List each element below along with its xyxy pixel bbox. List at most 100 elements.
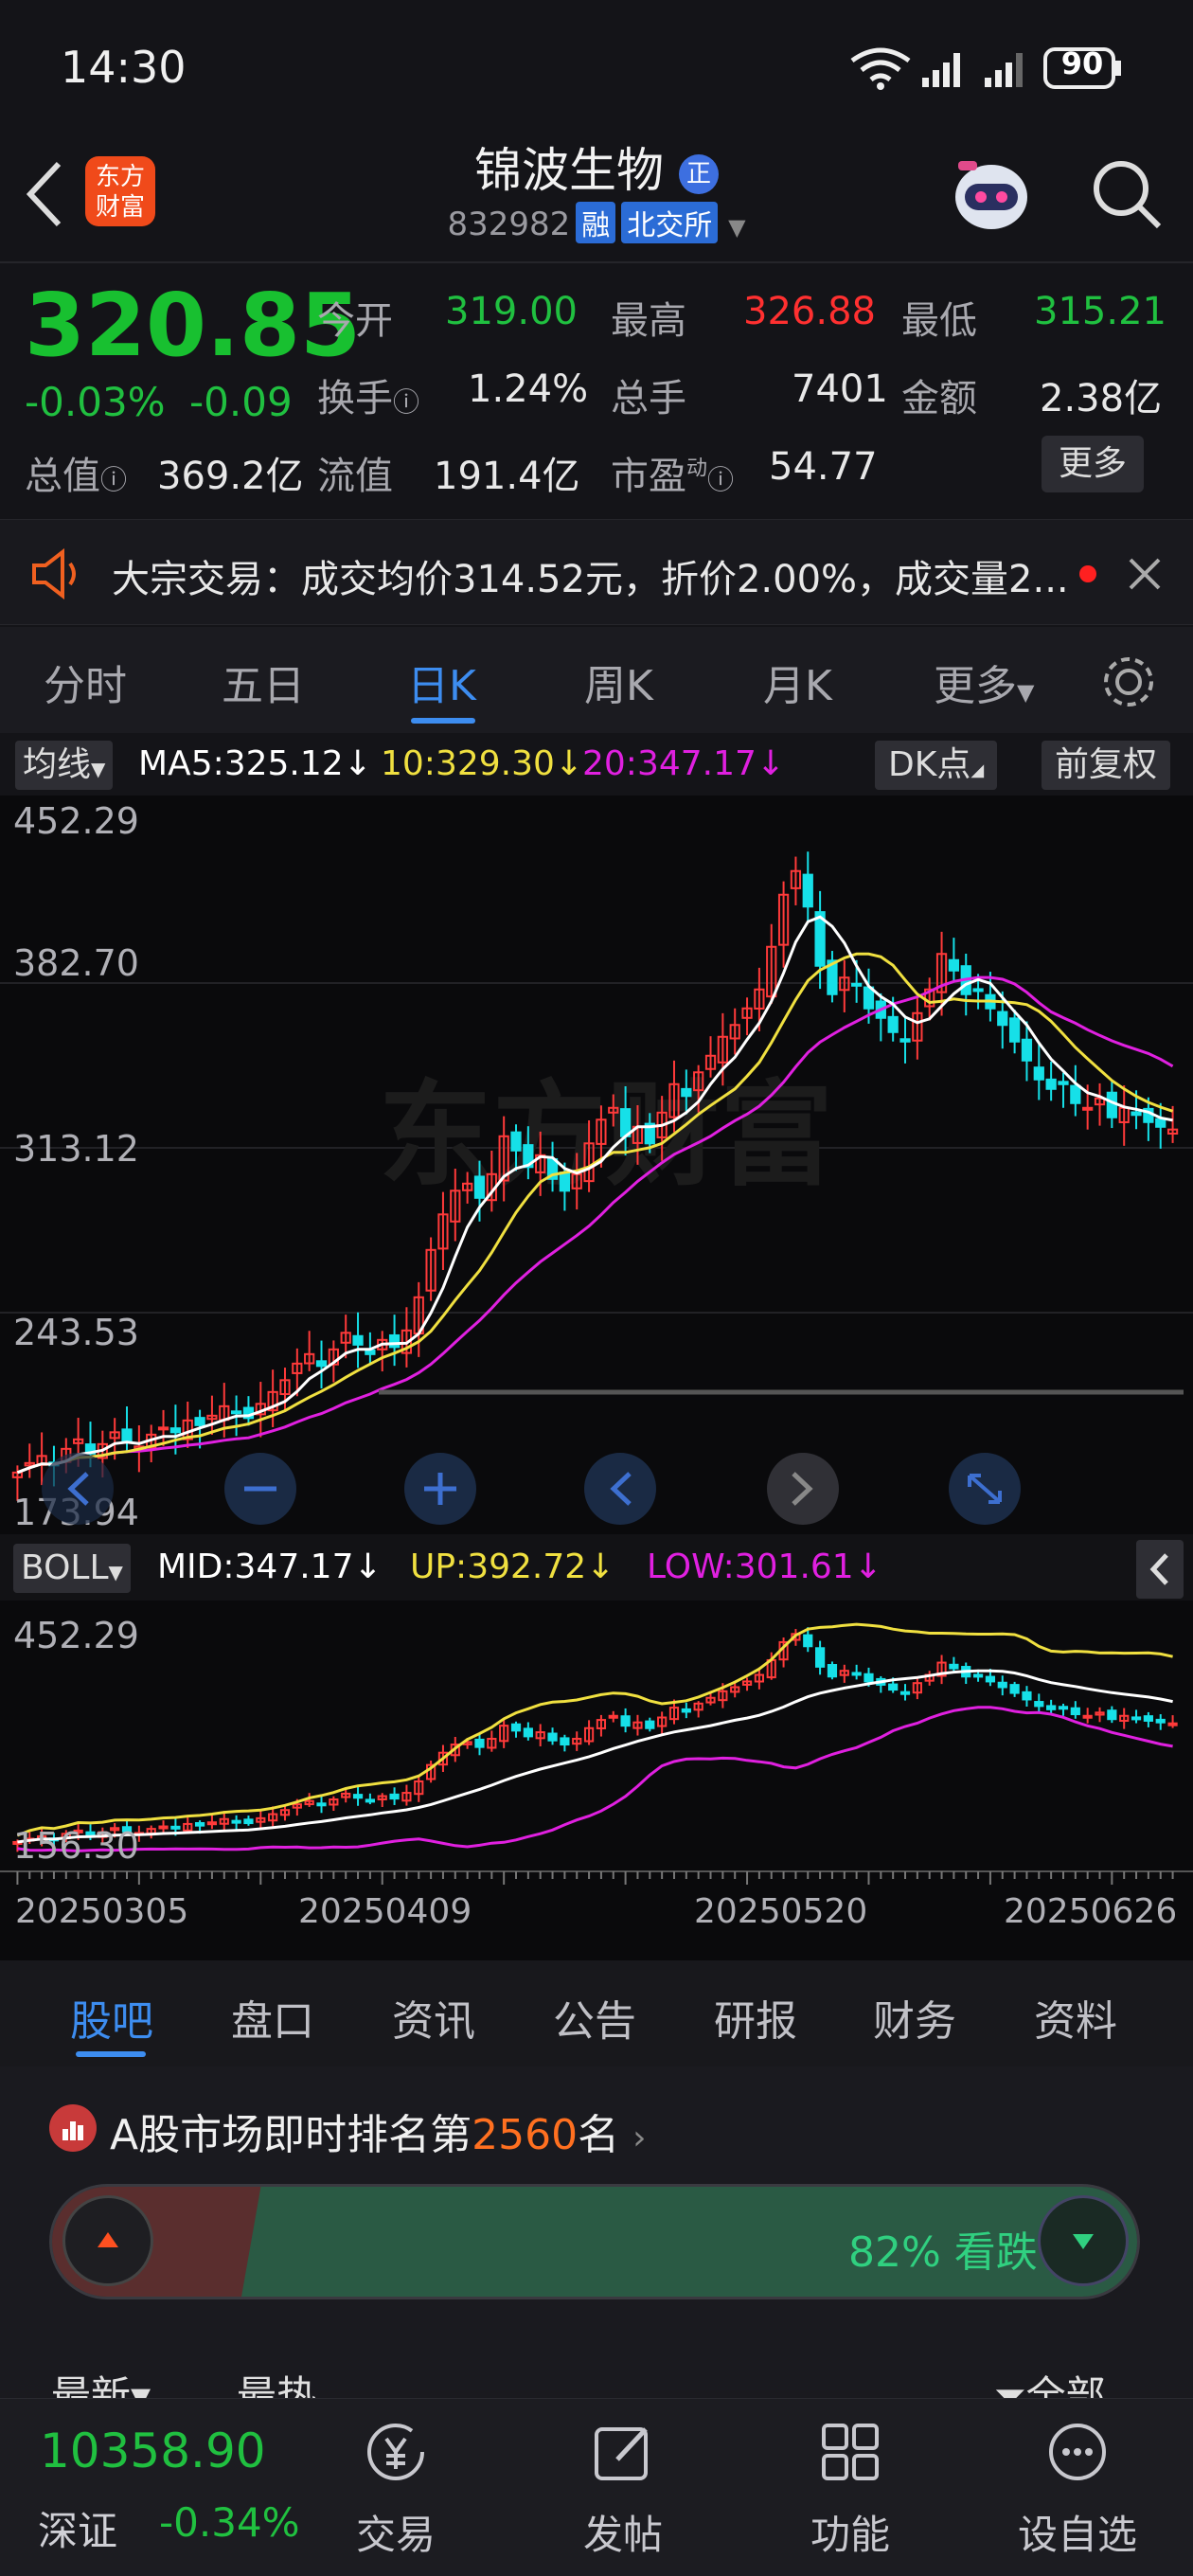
scroll-right-button[interactable] [767, 1453, 839, 1525]
block-trade-notice[interactable]: 大宗交易：成交均价314.52元，折价2.00%，成交量2... [0, 519, 1193, 625]
boll-candle [814, 1640, 826, 1675]
boll-candle [681, 1702, 691, 1719]
boll-candle [206, 1815, 218, 1830]
candle [681, 1069, 692, 1115]
tab-weekly-k[interactable]: 周K [584, 662, 653, 710]
tab-order-book[interactable]: 盘口 [231, 1997, 314, 2046]
pe-label: 市盈动ⓘ [611, 455, 735, 498]
settings-icon[interactable] [1098, 652, 1159, 712]
collapse-button[interactable] [1136, 1540, 1184, 1599]
filter-hottest[interactable]: 最热 [237, 2372, 317, 2398]
vote-down-button[interactable] [1038, 2195, 1129, 2286]
close-icon[interactable] [1127, 556, 1163, 592]
amount-label: 金额 [901, 377, 977, 420]
tab-intraday[interactable]: 分时 [44, 662, 127, 710]
search-button[interactable] [1089, 156, 1165, 232]
ranking-text[interactable]: A股市场即时排名第2560名 › [110, 2111, 647, 2159]
zoom-in-button[interactable] [404, 1453, 476, 1525]
tab-monthly-k[interactable]: 月K [763, 662, 832, 710]
tab-five-day[interactable]: 五日 [222, 662, 305, 710]
boll-candle [231, 1815, 241, 1830]
index-value[interactable]: 10358.90 [40, 2424, 266, 2478]
change-pct: -0.03% [25, 379, 166, 425]
boll-candle [389, 1787, 400, 1805]
pe-value: 54.77 [769, 445, 878, 489]
sub-y-label-bottom: 156.30 [13, 1825, 139, 1867]
boll-candle [183, 1817, 193, 1834]
boll-candle [535, 1724, 545, 1746]
boll-candle [839, 1664, 849, 1683]
boll-low-line [17, 1706, 1173, 1852]
verified-badge: 正 [678, 153, 719, 194]
scroll-left-button[interactable] [584, 1453, 656, 1525]
status-time: 14:30 [61, 42, 187, 93]
app-logo[interactable]: 东方财富 [85, 156, 155, 226]
ma20-legend: 20:347.17↓ [582, 744, 786, 783]
boll-candle [1155, 1714, 1166, 1730]
nav-functions[interactable]: 功能 [756, 2399, 945, 2576]
boll-candle [1070, 1701, 1080, 1719]
boll-candle [1082, 1708, 1093, 1724]
candle [912, 997, 923, 1060]
candle [510, 1124, 522, 1172]
candle [498, 1116, 509, 1202]
back-to-latest-button[interactable] [42, 1453, 114, 1525]
float-label: 流值 [317, 455, 393, 498]
boll-candle [1167, 1715, 1178, 1728]
battery-icon [1043, 47, 1121, 89]
boll-candle [730, 1681, 740, 1698]
tab-guba[interactable]: 股吧 [70, 1997, 153, 2046]
tab-announcements[interactable]: 公告 [553, 1997, 636, 2046]
boll-candle [547, 1727, 558, 1745]
ma10-legend: 10:329.30↓ [381, 744, 584, 783]
robot-assistant-icon[interactable] [949, 150, 1034, 235]
header-divider [0, 261, 1193, 263]
vote-up-button[interactable] [62, 2195, 153, 2286]
last-price: 320.85 [25, 275, 362, 376]
stock-subtitle[interactable]: 832982 融北交所 ▼ [0, 202, 1193, 243]
tab-research[interactable]: 研报 [714, 1997, 797, 2046]
boll-candle [1022, 1686, 1032, 1707]
tab-profile[interactable]: 资料 [1034, 1997, 1117, 2046]
zoom-out-button[interactable] [224, 1453, 296, 1525]
nav-trade[interactable]: 交易 [301, 2399, 490, 2576]
filter-all[interactable]: ⏷全部 [994, 2364, 1106, 2398]
boll-candle [377, 1793, 387, 1808]
y-label-1: 382.70 [13, 942, 139, 984]
boll-candle [329, 1796, 339, 1812]
candle [899, 1015, 911, 1064]
filter-latest[interactable]: 最新▾ [51, 2372, 151, 2398]
candle [401, 1307, 413, 1368]
yen-exchange-icon [367, 2424, 424, 2480]
dk-point-button[interactable]: DK点◢ [875, 741, 998, 790]
tab-more[interactable]: 更多▼ [934, 662, 1035, 710]
nav-watchlist[interactable]: 设自选 [983, 2399, 1172, 2576]
info-icon: ⓘ [100, 464, 128, 495]
mktcap-label: 总值ⓘ [25, 455, 128, 498]
back-button[interactable] [21, 156, 68, 232]
tab-daily-k[interactable]: 日K [407, 662, 476, 710]
boll-chart[interactable]: 452.29 156.30 20250305 20250409 20250520… [0, 1601, 1193, 1960]
nav-post[interactable]: 发帖 [528, 2399, 718, 2576]
tab-financials[interactable]: 财务 [873, 1997, 956, 2046]
back-icon [26, 161, 62, 227]
margin-tag: 融 [576, 202, 616, 243]
tab-news[interactable]: 资讯 [392, 1997, 475, 2046]
adjust-button[interactable]: 前复权 [1042, 741, 1171, 790]
candle [596, 1105, 607, 1168]
more-button[interactable]: 更多 [1042, 436, 1144, 492]
boll-mid-line [17, 1669, 1173, 1844]
ma-indicator-button[interactable]: 均线▼ [15, 741, 114, 790]
unread-dot [1079, 565, 1096, 582]
candle [802, 851, 813, 923]
boll-candle [474, 1734, 485, 1756]
boll-candle [583, 1720, 595, 1745]
boll-candle [572, 1731, 582, 1751]
boll-candle [158, 1820, 169, 1834]
signal-icon-1 [922, 53, 960, 87]
fullscreen-button[interactable] [949, 1453, 1021, 1525]
boll-indicator-button[interactable]: BOLL▼ [13, 1544, 131, 1593]
candle [340, 1315, 351, 1359]
boll-candle [741, 1677, 753, 1691]
